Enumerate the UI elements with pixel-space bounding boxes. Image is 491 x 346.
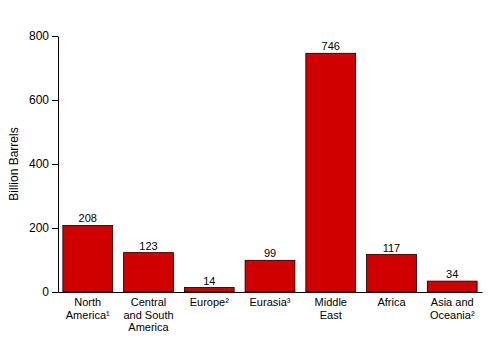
x-tick: NorthAmerica¹ [66,296,110,321]
x-tick: Eurasia³ [250,296,291,308]
x-axis-line [59,292,483,293]
bar [245,260,295,292]
y-axis-title: Billion Barrels [7,127,21,200]
bar [63,225,113,292]
data-label: 208 [79,212,97,224]
y-tick-mark [52,292,58,293]
y-tick-mark [52,228,58,229]
plot: 208 123 14 99 746 117 34 0 200 400 600 800 NorthAmer… [29,29,483,333]
y-tick: 400 [29,157,58,171]
y-tick: 600 [29,93,58,107]
data-label: 34 [446,268,458,280]
chart: 208 123 14 99 746 117 34 0 200 400 600 800 NorthAmer… [0,0,491,346]
x-tick-label: Europe² [190,296,229,308]
y-tick: 800 [29,29,58,43]
y-tick-label: 600 [29,93,49,107]
bars [63,53,477,292]
x-tick: Europe² [190,296,229,308]
y-tick-mark [52,36,58,37]
x-tick: MiddleEast [315,296,347,321]
y-axis: 0 200 400 600 800 [29,29,59,299]
y-tick-label: 0 [42,285,49,299]
x-tick-label: Africa [377,296,406,308]
bar [367,255,417,292]
x-tick-label: MiddleEast [315,296,347,321]
x-tick: Africa [377,296,406,308]
data-label: 14 [203,275,215,287]
bar [184,288,234,292]
x-axis: NorthAmerica¹ Centraland SouthAmerica Euro… [59,293,483,334]
data-label: 746 [322,40,340,52]
x-tick-label: Eurasia³ [250,296,291,308]
x-tick-label: Asia andOceania² [430,296,475,321]
data-labels: 208 123 14 99 746 117 34 [79,40,459,286]
data-label: 123 [139,240,157,252]
y-tick-label: 800 [29,29,49,43]
x-tick-label: NorthAmerica¹ [66,296,110,321]
y-axis-line [58,37,59,293]
x-tick: Centraland SouthAmerica [123,296,173,333]
x-tick-label: Centraland SouthAmerica [123,296,173,333]
y-tick-label: 200 [29,221,49,235]
y-tick: 200 [29,221,58,235]
data-label: 117 [383,242,401,254]
y-tick: 0 [42,285,58,299]
y-tick-mark [52,164,58,165]
bar [306,53,356,292]
y-tick-mark [52,100,58,101]
y-tick-label: 400 [29,157,49,171]
x-tick: Asia andOceania² [430,296,475,321]
bar [427,281,477,292]
data-label: 99 [264,247,276,259]
bar [124,253,174,292]
